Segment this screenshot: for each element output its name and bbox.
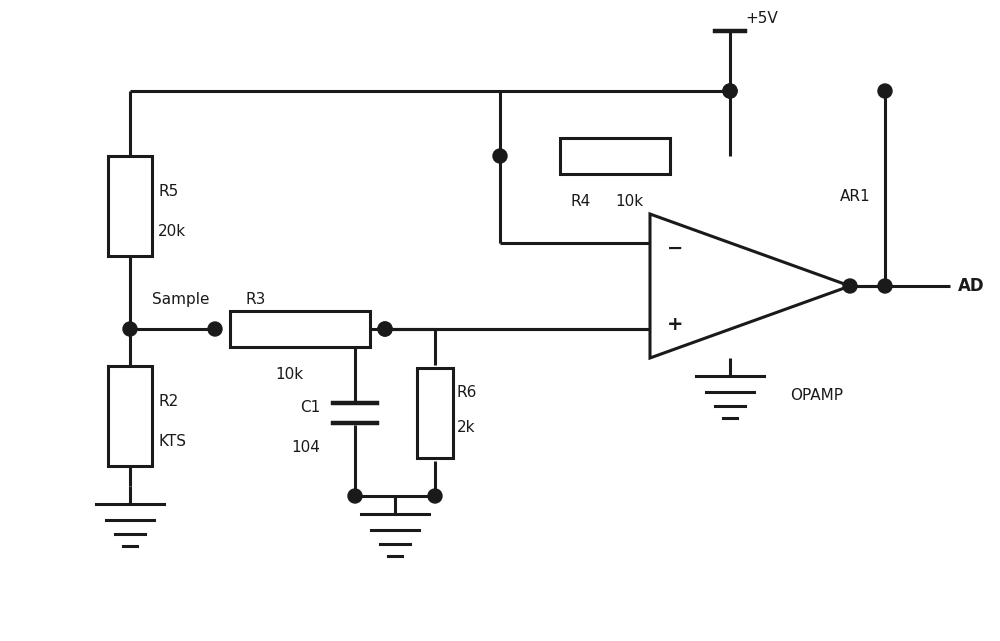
Bar bbox=[230, 311, 370, 347]
Text: R3: R3 bbox=[245, 292, 265, 307]
Text: AD: AD bbox=[958, 277, 985, 295]
Text: R6: R6 bbox=[457, 385, 477, 400]
Text: R5: R5 bbox=[158, 183, 178, 199]
Circle shape bbox=[123, 322, 137, 336]
Text: OPAMP: OPAMP bbox=[790, 388, 843, 403]
Circle shape bbox=[878, 84, 892, 98]
Text: AR1: AR1 bbox=[840, 189, 871, 204]
Text: +5V: +5V bbox=[745, 11, 778, 26]
Circle shape bbox=[843, 279, 857, 293]
Text: C1: C1 bbox=[300, 400, 320, 415]
Text: 2k: 2k bbox=[457, 420, 476, 435]
Text: R2: R2 bbox=[158, 394, 178, 408]
Circle shape bbox=[348, 489, 362, 503]
Bar bbox=[560, 138, 670, 174]
Circle shape bbox=[428, 489, 442, 503]
Circle shape bbox=[723, 84, 737, 98]
Text: 20k: 20k bbox=[158, 224, 186, 238]
Text: −: − bbox=[667, 238, 683, 258]
Bar bbox=[108, 156, 152, 256]
Text: 104: 104 bbox=[291, 440, 320, 455]
Text: Sample: Sample bbox=[152, 292, 210, 307]
Text: KTS: KTS bbox=[158, 433, 186, 449]
Text: 10k: 10k bbox=[615, 194, 643, 209]
Circle shape bbox=[493, 149, 507, 163]
Bar bbox=[417, 367, 453, 458]
Circle shape bbox=[208, 322, 222, 336]
Text: +: + bbox=[667, 315, 683, 333]
Circle shape bbox=[378, 322, 392, 336]
Text: 10k: 10k bbox=[275, 367, 303, 382]
Circle shape bbox=[723, 84, 737, 98]
Circle shape bbox=[878, 279, 892, 293]
Circle shape bbox=[378, 322, 392, 336]
Bar bbox=[108, 366, 152, 466]
Text: R4: R4 bbox=[570, 194, 590, 209]
